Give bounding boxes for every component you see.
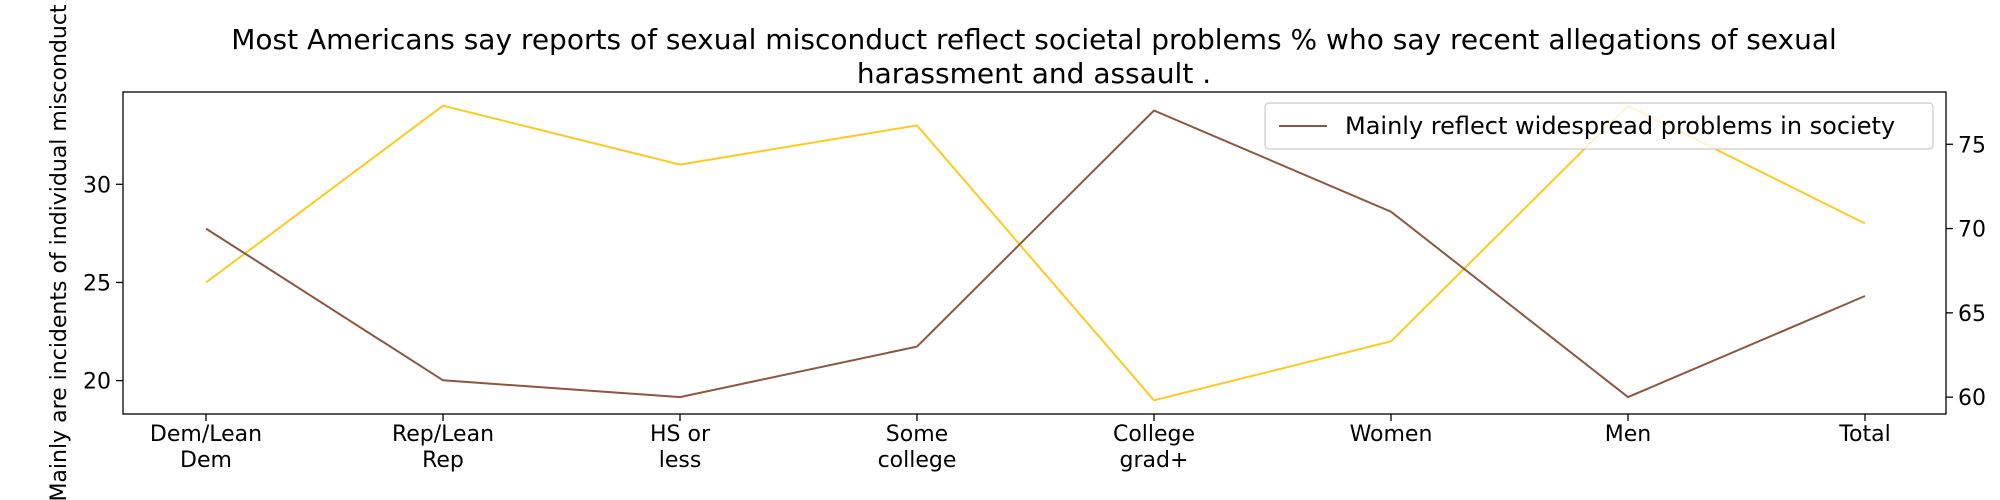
x-tick-label: Rep/Lean [392, 422, 494, 447]
left-axis-label: Mainly are incidents of individual misco… [47, 4, 72, 500]
series-line-left-axis [205, 104, 1866, 402]
legend-label: Mainly reflect widespread problems in so… [1345, 112, 1895, 140]
x-tick-label: HS or [650, 422, 711, 447]
left-y-axis: 20 25 30 [83, 173, 123, 395]
right-y-axis: 60 65 70 75 [1946, 133, 1986, 411]
right-tick-label: 60 [1958, 386, 1986, 411]
right-tick-label: 75 [1958, 133, 1986, 158]
legend: Mainly reflect widespread problems in so… [1264, 102, 1934, 150]
plot-area [122, 91, 1947, 415]
series-line-right-axis [205, 109, 1866, 399]
x-tick-label: Men [1605, 422, 1651, 447]
x-tick-label: Rep [422, 448, 464, 473]
x-tick-label: Some [886, 422, 948, 447]
chart-title: Most Americans say reports of sexual mis… [231, 23, 1837, 90]
x-tick-label: Dem/Lean [150, 422, 262, 447]
x-tick-label: College [1113, 422, 1195, 447]
chart-title-line: harassment and assault . [857, 57, 1211, 90]
x-tick-label: grad+ [1120, 448, 1189, 473]
series-lines [205, 104, 1866, 402]
chart-title-line: Most Americans say reports of sexual mis… [231, 23, 1837, 56]
right-tick-label: 70 [1958, 218, 1986, 243]
left-tick-label: 30 [83, 173, 111, 198]
x-tick-label: less [659, 448, 702, 473]
left-tick-label: 20 [83, 370, 111, 395]
x-tick-label: college [878, 448, 957, 473]
x-tick-label: Total [1838, 422, 1890, 447]
x-tick-label: Women [1350, 422, 1433, 447]
right-tick-label: 65 [1958, 302, 1986, 327]
legend-box [1264, 102, 1934, 150]
left-tick-label: 25 [83, 271, 111, 296]
x-tick-label: Dem [180, 448, 232, 473]
